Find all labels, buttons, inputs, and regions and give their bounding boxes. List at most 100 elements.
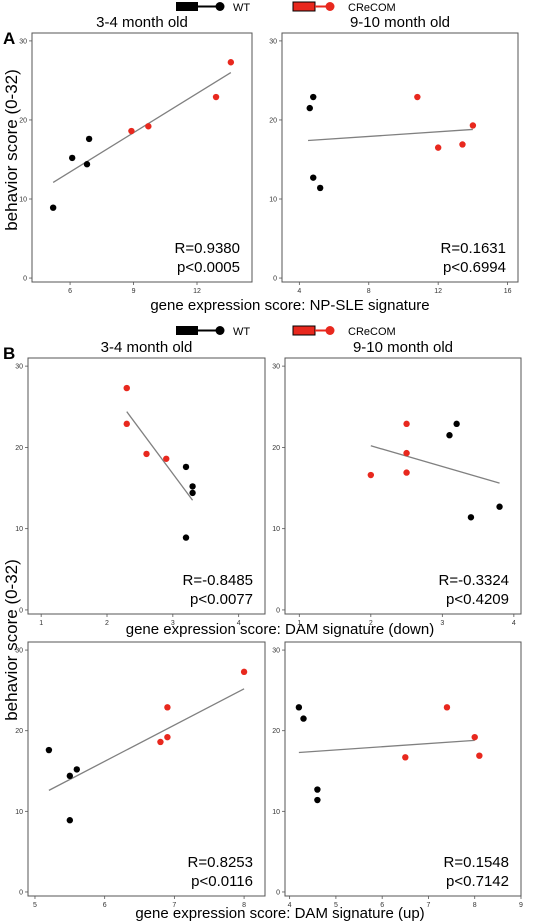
wt-point: [453, 420, 460, 428]
x-tick-label: 8: [367, 288, 371, 295]
x-tick-label: 8: [473, 902, 477, 909]
x-tick-label: 4: [288, 902, 292, 909]
regression-line: [370, 445, 500, 484]
panel-title: 9-10 month old: [350, 14, 450, 31]
y-tick-label: 10: [272, 526, 280, 533]
creco-point: [164, 704, 171, 711]
legend-middle: WT CReCOM: [176, 325, 396, 338]
wt-point: [467, 514, 475, 521]
wt-point: [68, 154, 76, 162]
correlation-p: p<0.0116: [191, 873, 253, 890]
creco-point: [123, 420, 130, 428]
creco-point: [240, 668, 248, 676]
plot-frame: [31, 32, 253, 283]
wt-point: [73, 766, 80, 773]
correlation-r: R=-0.3324: [439, 572, 509, 589]
wt-point: [310, 93, 317, 101]
wt-point: [45, 746, 53, 754]
regression-line: [48, 688, 245, 791]
wt-point: [295, 704, 303, 711]
panel-title: 3-4 month old: [96, 14, 188, 31]
x-tick-label: 5: [334, 902, 338, 909]
x-tick-label: 7: [172, 902, 176, 909]
wt-point: [189, 483, 196, 490]
y-tick-label: 10: [19, 197, 27, 204]
legend-creco-label: CReCOM: [348, 326, 396, 338]
wt-point: [306, 104, 313, 112]
y-tick-label: 0: [23, 276, 27, 283]
x-tick-label: 1: [297, 620, 301, 627]
legend-creco-swatch: [292, 325, 316, 336]
y-tick-label: 30: [15, 364, 23, 371]
x-tick-label: 3: [440, 620, 444, 627]
wt-point: [83, 161, 91, 168]
correlation-r: R=0.1631: [441, 240, 506, 257]
creco-point: [476, 752, 483, 759]
plot-frame: [284, 641, 522, 897]
creco-point: [471, 733, 478, 741]
creco-point: [163, 455, 170, 462]
creco-point: [164, 733, 171, 741]
y-tick-label: 0: [276, 607, 280, 614]
wt-point: [49, 204, 57, 211]
y-tick-label: 30: [272, 648, 280, 655]
legend-wt-label: WT: [233, 2, 250, 14]
creco-point: [402, 754, 409, 761]
wt-point: [310, 174, 317, 181]
x-tick-label: 4: [237, 620, 241, 627]
x-tick-label: 6: [380, 902, 384, 909]
y-tick-label: 20: [269, 117, 277, 124]
wt-point: [314, 796, 321, 804]
plot-frame: [27, 641, 266, 897]
wt-point: [85, 135, 93, 143]
plot-frame: [284, 357, 522, 615]
legend-creco-label: CReCOM: [348, 2, 396, 14]
plot-frame: [281, 32, 519, 283]
correlation-r: R=0.1548: [444, 854, 509, 871]
x-tick-label: 4: [512, 620, 516, 627]
creco-point: [469, 122, 477, 129]
creco-point: [403, 449, 410, 457]
creco-point: [443, 704, 451, 711]
creco-point: [367, 471, 375, 479]
wt-point: [66, 772, 74, 780]
panel-title: 3-4 month old: [101, 339, 193, 356]
x-tick-label: 7: [426, 902, 430, 909]
correlation-p: p<0.7142: [446, 873, 509, 890]
x-tick-label: 16: [504, 288, 512, 295]
wt-point: [316, 184, 324, 192]
legend-creco-marker: [325, 326, 335, 335]
y-tick-label: 0: [276, 889, 280, 896]
regression-line: [52, 71, 232, 183]
correlation-p: p<0.6994: [443, 259, 506, 276]
legend-creco-swatch: [292, 1, 316, 12]
legend-creco-marker: [325, 2, 335, 11]
x-tick-label: 1: [39, 620, 43, 627]
correlation-r: R=-0.8485: [183, 572, 253, 589]
x-tick-label: 6: [103, 902, 107, 909]
y-axis-label-b: behavior score (0-32): [2, 559, 21, 721]
creco-point: [403, 469, 410, 476]
wt-point: [496, 503, 503, 510]
scatter-panel-dam-down-3-4-month: 3-4 month old 0 10 20 30 1 2 3 4 R=-0.8485 p<0.007…: [15, 339, 266, 627]
wt-point: [66, 817, 74, 824]
y-tick-label: 10: [15, 809, 23, 816]
x-tick-label: 12: [434, 288, 442, 295]
panel-letter-a: A: [3, 29, 15, 48]
legend-wt-marker: [215, 326, 225, 335]
y-tick-label: 10: [15, 526, 23, 533]
creco-point: [157, 738, 164, 746]
creco-point: [145, 123, 152, 130]
x-tick-label: 3: [171, 620, 175, 627]
creco-point: [403, 420, 410, 428]
legend-wt-label: WT: [233, 326, 250, 338]
y-tick-label: 0: [19, 607, 23, 614]
scatter-panel-np-sle-3-4-month: 3-4 month old 0 10 20 30 6 9 12 R=0.9380 p<0.0005: [19, 14, 253, 295]
creco-point: [414, 93, 421, 101]
y-tick-label: 30: [15, 648, 23, 655]
x-tick-label: 5: [33, 902, 37, 909]
y-tick-label: 20: [272, 728, 280, 735]
y-axis-label-a: behavior score (0-32): [2, 69, 21, 231]
x-tick-label: 12: [193, 288, 201, 295]
